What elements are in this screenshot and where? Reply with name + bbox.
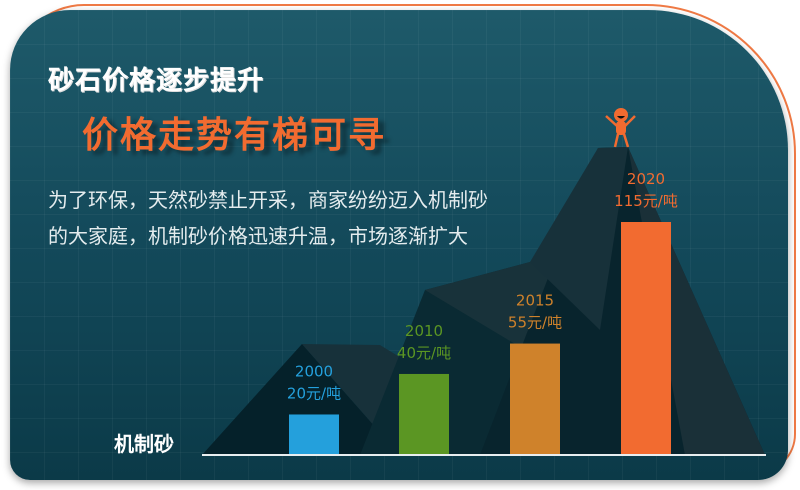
- year-label: 2000: [295, 362, 333, 380]
- bars: 2000 20元/吨 2010 40元/吨 2015 55元/吨 2020 115元/吨: [287, 170, 678, 455]
- mountain-peak-face: [530, 147, 628, 330]
- year-label: 2010: [405, 322, 443, 340]
- value-label: 40元/吨: [397, 344, 451, 362]
- x-axis-label: 机制砂: [114, 432, 174, 456]
- bar-2000: [289, 414, 339, 455]
- mountain-left: [202, 344, 400, 455]
- bar-2015: [510, 343, 560, 455]
- subtitle: 价格走势有梯可寻: [82, 115, 387, 156]
- title: 砂石价格逐步提升: [48, 66, 265, 96]
- person-cheering-icon: [605, 108, 636, 148]
- year-label: 2020: [627, 170, 665, 188]
- year-label: 2015: [516, 292, 554, 310]
- value-label: 20元/吨: [287, 384, 341, 402]
- value-label: 55元/吨: [508, 314, 562, 332]
- bar-2010: [399, 373, 449, 455]
- bar-2020: [621, 222, 671, 455]
- value-label: 115元/吨: [614, 192, 678, 210]
- description: 为了环保，天然砂禁止开采，商家纷纷迈入机制砂的大家庭，机制砂价格迅速升温，市场逐…: [48, 188, 488, 248]
